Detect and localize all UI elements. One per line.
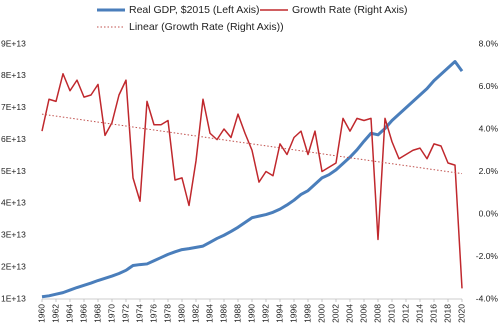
x-tick-label: 2020 bbox=[456, 304, 466, 323]
x-tick-label: 1972 bbox=[120, 304, 130, 323]
x-tick-label: 1962 bbox=[50, 304, 60, 323]
x-tick-label: 1990 bbox=[246, 304, 256, 323]
legend-label: Linear (Growth Rate (Right Axis)) bbox=[129, 21, 284, 33]
x-tick-label: 1994 bbox=[274, 304, 284, 323]
x-tick-label: 1980 bbox=[176, 304, 186, 323]
x-tick-label: 1974 bbox=[134, 304, 144, 323]
x-tick-label: 1970 bbox=[106, 304, 116, 323]
x-tick-label: 2014 bbox=[414, 304, 424, 323]
x-tick-label: 1998 bbox=[302, 304, 312, 323]
y2-tick-label: -2.0% bbox=[476, 251, 499, 261]
y2-tick-label: 6.0% bbox=[479, 81, 499, 91]
y-tick-label: 8E+13 bbox=[1, 70, 26, 80]
x-tick-label: 1986 bbox=[218, 304, 228, 323]
x-tick-label: 1976 bbox=[148, 304, 158, 323]
y2-tick-label: 4.0% bbox=[479, 123, 499, 133]
y-tick-label: 7E+13 bbox=[1, 102, 26, 112]
x-tick-label: 1978 bbox=[162, 304, 172, 323]
x-tick-label: 2010 bbox=[386, 304, 396, 323]
x-tick-label: 2008 bbox=[372, 304, 382, 323]
y2-tick-label: 8.0% bbox=[479, 38, 499, 48]
y2-tick-label: 2.0% bbox=[479, 166, 499, 176]
x-tick-label: 1996 bbox=[288, 304, 298, 323]
x-tick-label: 1966 bbox=[78, 304, 88, 323]
x-tick-label: 1984 bbox=[204, 304, 214, 323]
x-tick-label: 1992 bbox=[260, 304, 270, 323]
x-tick-label: 1968 bbox=[92, 304, 102, 323]
y-tick-label: 5E+13 bbox=[1, 166, 26, 176]
y-tick-label: 6E+13 bbox=[1, 134, 26, 144]
x-tick-label: 2012 bbox=[400, 304, 410, 323]
y2-tick-label: -4.0% bbox=[476, 293, 499, 303]
x-tick-label: 1960 bbox=[36, 304, 46, 323]
series-line bbox=[41, 60, 464, 299]
x-tick-label: 2002 bbox=[330, 304, 340, 323]
y-tick-label: 3E+13 bbox=[1, 230, 26, 240]
legend-label: Real GDP, $2015 (Left Axis) bbox=[129, 4, 260, 16]
x-tick-label: 2006 bbox=[358, 304, 368, 323]
y-tick-label: 1E+13 bbox=[1, 293, 26, 303]
y-tick-label: 2E+13 bbox=[1, 261, 26, 271]
x-tick-label: 2000 bbox=[316, 304, 326, 323]
series-line bbox=[41, 73, 463, 289]
x-tick-label: 2004 bbox=[344, 304, 354, 323]
x-tick-label: 1988 bbox=[232, 304, 242, 323]
y2-tick-label: 0.0% bbox=[479, 208, 499, 218]
y-tick-label: 4E+13 bbox=[1, 198, 26, 208]
y-tick-label: 9E+13 bbox=[1, 38, 26, 48]
series-line bbox=[41, 113, 463, 175]
x-tick-label: 2018 bbox=[442, 304, 452, 323]
x-tick-label: 1964 bbox=[64, 304, 74, 323]
x-tick-label: 1982 bbox=[190, 304, 200, 323]
legend-label: Growth Rate (Right Axis) bbox=[292, 4, 408, 16]
x-tick-label: 2016 bbox=[428, 304, 438, 323]
